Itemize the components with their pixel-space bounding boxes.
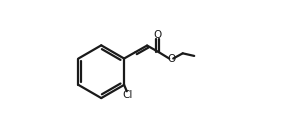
Text: O: O bbox=[167, 54, 175, 63]
Text: O: O bbox=[153, 30, 162, 40]
Text: Cl: Cl bbox=[122, 90, 133, 100]
